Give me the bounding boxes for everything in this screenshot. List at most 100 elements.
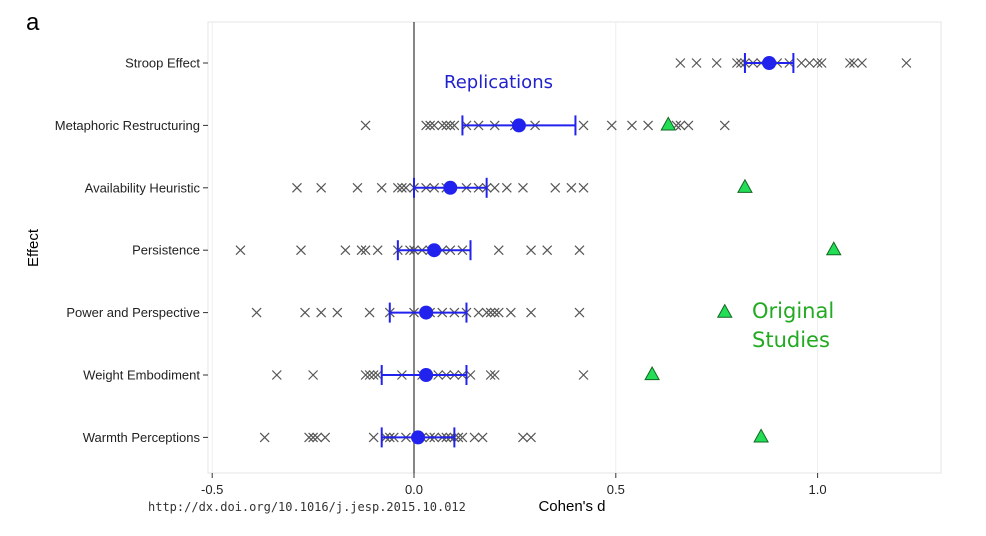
mean-point [419, 305, 434, 320]
mean-point [419, 368, 434, 382]
replication-point [550, 182, 561, 193]
replication-point [259, 432, 270, 443]
replication-point [683, 120, 694, 131]
replication-point [489, 370, 500, 380]
y-axis: Stroop Effect Metaphoric Restructuring Ava… [55, 56, 208, 445]
replication-point [675, 58, 686, 68]
mean-point [411, 430, 426, 445]
replication-point [368, 370, 379, 380]
replication-point [320, 432, 331, 443]
replication-point [356, 245, 367, 256]
original-study-point [716, 303, 733, 318]
replication-point [493, 245, 504, 256]
replication-point [691, 58, 702, 68]
replication-point [445, 120, 456, 131]
replication-point [364, 370, 375, 380]
replication-point [437, 120, 448, 131]
replication-point [304, 432, 314, 443]
replication-point [518, 432, 528, 443]
replication-point [804, 58, 815, 68]
original-study-markers [644, 116, 842, 443]
original-study-point [660, 116, 677, 131]
replication-point [312, 432, 323, 443]
replication-point [542, 245, 553, 256]
original-study-point [825, 241, 842, 256]
x-tick-label: 1.0 [809, 482, 827, 497]
replication-point [627, 120, 637, 131]
original-studies-annotation-line1: Original [752, 299, 834, 323]
replication-point [401, 182, 411, 193]
replication-point [526, 245, 536, 256]
replication-point [848, 58, 859, 68]
replication-point [643, 120, 654, 131]
y-axis-title: Effect [25, 228, 42, 267]
replication-point [526, 307, 536, 318]
replication-point [481, 307, 492, 318]
replication-point [857, 58, 867, 68]
y-tick-label: Power and Perspective [66, 305, 200, 320]
replication-point [485, 370, 496, 380]
replication-point [675, 120, 686, 131]
replication-point [473, 307, 484, 318]
replication-point [606, 120, 617, 131]
replication-point [812, 58, 823, 68]
replication-point [578, 182, 589, 193]
replication-point [421, 120, 432, 131]
y-tick-label: Availability Heuristic [85, 180, 201, 195]
replication-point [360, 370, 371, 380]
replication-point [574, 307, 585, 318]
y-tick-label: Warmth Perceptions [83, 430, 201, 445]
replication-point [296, 245, 306, 256]
replication-point [308, 370, 319, 380]
original-study-point [753, 428, 769, 443]
replication-point [489, 182, 500, 193]
replication-point [352, 182, 363, 193]
replication-point [735, 58, 746, 68]
replication-point [392, 182, 403, 193]
replication-point [731, 58, 742, 68]
replication-point [271, 370, 282, 380]
x-tick-label: 0.5 [607, 482, 625, 497]
replication-point [372, 370, 383, 380]
replication-point [251, 307, 262, 318]
replication-point [429, 120, 440, 131]
replication-point [578, 370, 589, 380]
panel-label: a [26, 9, 40, 36]
replication-point [340, 245, 351, 256]
replication-point [489, 307, 500, 318]
y-tick-label: Weight Embodiment [83, 368, 200, 383]
x-axis: -0.5 0.0 0.5 1.0 [201, 473, 827, 497]
original-study-point [644, 365, 660, 381]
y-tick-label: Stroop Effect [125, 56, 200, 71]
plot-panel [207, 21, 942, 474]
replication-point [493, 307, 504, 318]
replication-point [372, 245, 383, 256]
replication-point [816, 58, 827, 68]
mean-point [443, 180, 458, 195]
replication-point [477, 432, 488, 443]
replication-point [578, 120, 589, 131]
replication-point [501, 182, 512, 193]
replications-annotation: Replications [444, 72, 553, 93]
y-tick-label: Persistence [132, 243, 200, 258]
doi-citation: http://dx.doi.org/10.1016/j.jesp.2015.10… [148, 500, 466, 514]
x-axis-title: Cohen's d [538, 498, 605, 515]
replication-point [711, 58, 722, 68]
replication-point [441, 120, 452, 131]
confidence-intervals [380, 53, 795, 448]
replication-point [901, 58, 912, 68]
replication-point [518, 182, 528, 193]
replication-point [316, 182, 327, 193]
replication-point [449, 120, 460, 131]
replication-point [332, 307, 343, 318]
replication-point [469, 432, 480, 443]
replication-point [316, 307, 327, 318]
replication-point [360, 120, 371, 131]
replication-point [425, 120, 436, 131]
replication-point [300, 307, 310, 318]
replication-point [844, 58, 855, 68]
replication-point [292, 182, 302, 193]
replication-point [465, 370, 476, 380]
replication-point [574, 245, 585, 256]
